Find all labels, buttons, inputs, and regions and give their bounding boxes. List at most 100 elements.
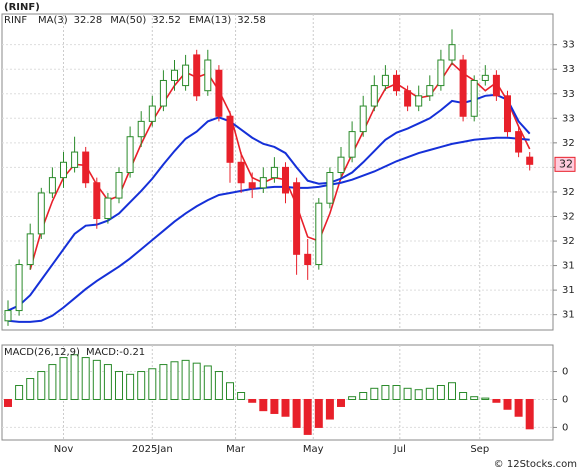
candle-body <box>137 120 145 138</box>
y-tick-label: 32 <box>562 236 575 247</box>
candle-body <box>204 59 212 92</box>
y-tick-label: 32 <box>562 138 575 149</box>
macd-panel <box>1 344 554 441</box>
macd-bar <box>270 398 279 414</box>
candle-body <box>48 177 56 194</box>
macd-bar <box>436 385 445 400</box>
macd-bar <box>259 398 268 412</box>
macd-bar <box>348 396 357 400</box>
macd-bar <box>503 398 512 410</box>
legend-value: 32.28 <box>74 15 103 26</box>
candle-body <box>248 182 256 189</box>
candle-body <box>82 151 90 184</box>
candle-body <box>126 136 134 174</box>
macd-bar <box>203 365 212 400</box>
x-tick-label: May <box>303 444 324 455</box>
candle-body <box>26 233 34 266</box>
candle-body <box>404 90 412 107</box>
y-tick-label: 31 <box>562 310 575 321</box>
macd-bar <box>4 398 12 407</box>
y-tick-label: 32 <box>562 187 575 198</box>
chart-title: (RINF) <box>4 2 40 13</box>
macd-bar <box>59 357 68 400</box>
x-tick-label: Mar <box>226 444 246 455</box>
y-tick-label: 31 <box>562 285 575 296</box>
candle-body <box>15 264 23 312</box>
candle-body <box>148 105 156 122</box>
x-tick-label: Nov <box>54 444 74 455</box>
candle-body <box>171 69 178 81</box>
y-tick-label: 33 <box>562 40 575 51</box>
macd-bar <box>192 362 201 400</box>
candle-body <box>293 182 301 255</box>
macd-bar <box>137 371 146 400</box>
macd-bar <box>370 387 379 400</box>
candle-body <box>381 74 389 87</box>
candle-body <box>526 156 534 165</box>
candle-body <box>370 85 378 107</box>
candle-body <box>259 177 267 189</box>
macd-bar <box>381 385 390 400</box>
macd-bar <box>470 396 479 400</box>
x-tick-label: 2025Jan <box>132 444 173 455</box>
legend-name: MA(3) <box>38 15 68 26</box>
y-tick-label: 33 <box>562 89 575 100</box>
candle-body <box>348 131 356 158</box>
macd-bar <box>425 387 434 400</box>
macd-bar <box>92 359 101 400</box>
legend-value: 32.52 <box>152 15 181 26</box>
ma-line <box>7 136 530 323</box>
watermark: © 12Stocks.com <box>494 459 577 470</box>
macd-bar <box>170 361 179 400</box>
macd-bar <box>214 371 223 400</box>
ma-line <box>29 61 531 270</box>
macd-bar <box>414 389 423 400</box>
macd-bar <box>15 385 24 400</box>
candle-body <box>104 197 112 220</box>
macd-bar <box>159 364 168 400</box>
macd-bar <box>481 397 490 400</box>
candle-body <box>304 253 312 266</box>
candle-body <box>515 131 523 153</box>
candle-body <box>237 161 245 184</box>
macd-bar <box>403 387 412 400</box>
legend-name: MA(50) <box>110 15 146 26</box>
macd-title: MACD(26,12,9) <box>4 347 80 358</box>
candle-body <box>415 95 423 107</box>
candle-body <box>470 79 478 117</box>
candle-body <box>459 59 467 117</box>
macd-bar <box>103 364 112 400</box>
x-tick-label: Sep <box>470 444 489 455</box>
macd-bar <box>226 382 234 400</box>
candle-body <box>492 74 500 97</box>
candle-body <box>182 64 190 87</box>
legend-symbol: RINF <box>4 15 27 26</box>
candle-body <box>71 151 79 168</box>
candle-body <box>93 182 101 220</box>
candle-body <box>193 54 201 97</box>
y-tick-label: 32 <box>562 211 575 222</box>
candle-body <box>359 105 367 133</box>
last-price-box <box>554 156 576 172</box>
y-tick-label: 33 <box>562 113 575 124</box>
y-tick-label: 0 <box>562 422 568 433</box>
macd-bar <box>303 398 312 435</box>
candle-body <box>37 192 45 235</box>
macd-bar <box>448 382 456 400</box>
legend-name: EMA(13) <box>189 15 231 26</box>
candle-body <box>337 156 345 174</box>
macd-value: MACD:-0.21 <box>86 347 145 358</box>
candle-body <box>315 202 323 266</box>
macd-bar <box>48 364 57 400</box>
macd-bar <box>70 354 79 400</box>
candle-body <box>448 44 456 61</box>
macd-bar <box>325 398 334 420</box>
candle-body <box>437 59 445 87</box>
candle-body <box>226 115 234 163</box>
macd-bar <box>126 373 135 400</box>
macd-bar <box>459 392 468 400</box>
macd-bar <box>115 371 123 400</box>
price-panel <box>1 13 554 331</box>
x-tick-label: Jul <box>393 444 406 455</box>
